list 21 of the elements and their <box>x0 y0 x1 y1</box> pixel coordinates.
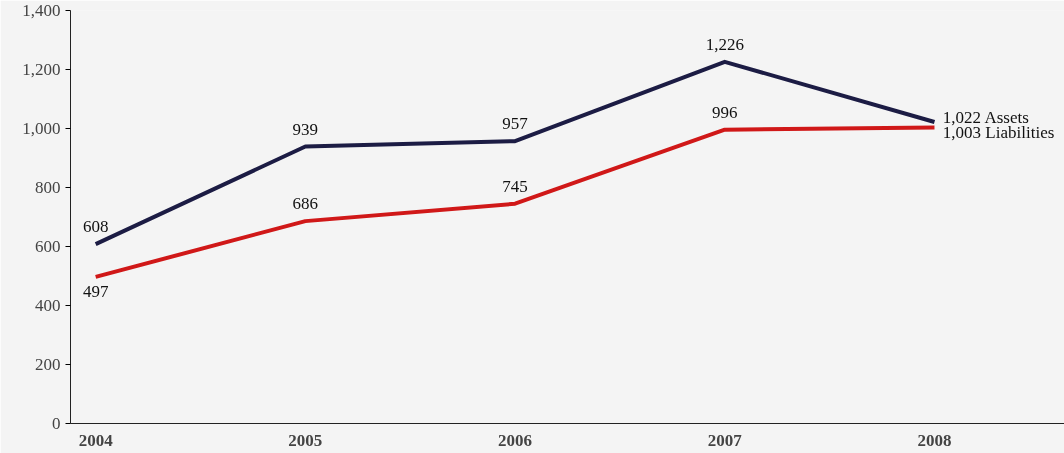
y-tick-label: 1,000 <box>22 119 61 138</box>
data-label: 608 <box>82 217 109 237</box>
data-label: 939 <box>292 119 319 139</box>
y-tick-label: 800 <box>35 178 61 197</box>
x-tick-label: 2006 <box>498 430 533 450</box>
x-tick-label: 2007 <box>707 430 743 450</box>
data-label: 497 <box>82 281 109 301</box>
y-tick-label: 400 <box>35 296 61 315</box>
y-tick-label: 600 <box>35 237 61 256</box>
y-tick-label: 1,200 <box>22 60 61 79</box>
data-label: 686 <box>292 194 319 214</box>
data-label: 745 <box>502 176 528 196</box>
x-tick-label: 2004 <box>78 430 114 450</box>
x-tick-label: 2005 <box>288 430 323 450</box>
y-tick-label: 0 <box>52 414 61 433</box>
y-tick-label: 200 <box>35 355 61 374</box>
x-tick-label: 2008 <box>917 430 952 450</box>
y-tick-label: 1,400 <box>22 1 61 20</box>
data-label: 996 <box>712 102 738 122</box>
data-label: 1,226 <box>705 35 744 55</box>
data-label: 957 <box>502 114 529 134</box>
